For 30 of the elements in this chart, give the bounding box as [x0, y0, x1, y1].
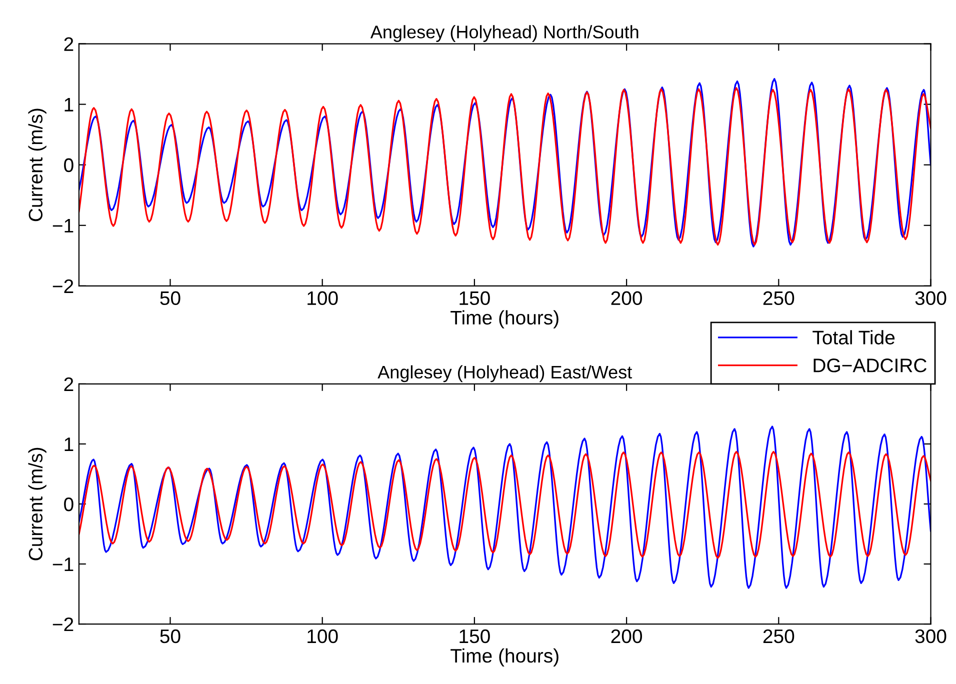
x-tick-label: 200 [611, 291, 642, 306]
x-axis-title: Time (hours) [450, 648, 558, 667]
x-tick-label: 200 [611, 629, 642, 644]
chart-title: Anglesey (Holyhead) North/South [370, 25, 638, 42]
x-tick-label: 100 [308, 629, 338, 644]
y-tick-label: −1 [52, 219, 74, 232]
y-tick-label: −1 [52, 558, 74, 572]
x-tick-label: 150 [460, 629, 490, 644]
y-axis-title: Current (m/s) [28, 448, 46, 560]
y-tick-label: 1 [64, 438, 74, 451]
legend-label: DG−ADCIRC [814, 358, 926, 372]
x-tick-label: 50 [160, 291, 180, 306]
x-axis-title: Time (hours) [450, 310, 558, 328]
x-tick-label: 150 [460, 291, 490, 306]
x-tick-label: 50 [160, 629, 180, 644]
chart-title: Anglesey (Holyhead) East/West [378, 365, 632, 382]
y-tick-label: 0 [64, 497, 74, 512]
y-tick-label: −2 [52, 279, 74, 293]
x-tick-label: 250 [763, 291, 794, 306]
x-tick-label: 100 [308, 291, 338, 306]
y-tick-label: 2 [64, 377, 74, 391]
y-axis-title: Current (m/s) [28, 108, 46, 222]
x-tick-label: 300 [915, 629, 946, 644]
y-tick-label: −2 [52, 617, 74, 632]
y-tick-label: 1 [64, 98, 74, 112]
y-tick-label: 2 [64, 37, 74, 51]
x-tick-label: 300 [915, 291, 946, 306]
legend-label: Total Tide [812, 330, 895, 344]
y-tick-label: 0 [64, 158, 74, 172]
x-tick-label: 250 [763, 629, 794, 644]
